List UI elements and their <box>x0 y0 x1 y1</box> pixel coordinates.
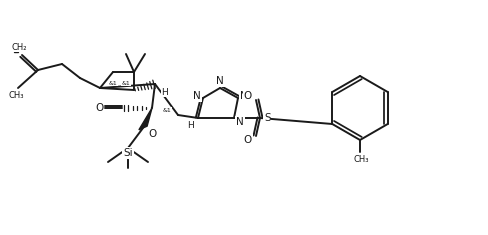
Text: O: O <box>95 103 103 113</box>
Text: CH₃: CH₃ <box>8 90 24 99</box>
Text: CH₃: CH₃ <box>352 156 368 164</box>
Text: O: O <box>244 91 252 101</box>
Text: &1: &1 <box>109 81 118 86</box>
Text: N: N <box>193 91 201 101</box>
Text: Si: Si <box>123 148 133 158</box>
Text: S: S <box>264 113 270 123</box>
Text: &1: &1 <box>163 107 171 113</box>
Text: N: N <box>240 91 247 101</box>
Text: O: O <box>244 135 252 145</box>
Polygon shape <box>139 108 152 130</box>
Text: H: H <box>162 87 168 97</box>
Text: N: N <box>236 117 244 127</box>
Text: CH₂: CH₂ <box>11 43 27 51</box>
Text: &1: &1 <box>121 81 130 86</box>
Text: H: H <box>187 121 194 130</box>
Text: O: O <box>148 129 156 139</box>
Text: N: N <box>216 76 224 86</box>
